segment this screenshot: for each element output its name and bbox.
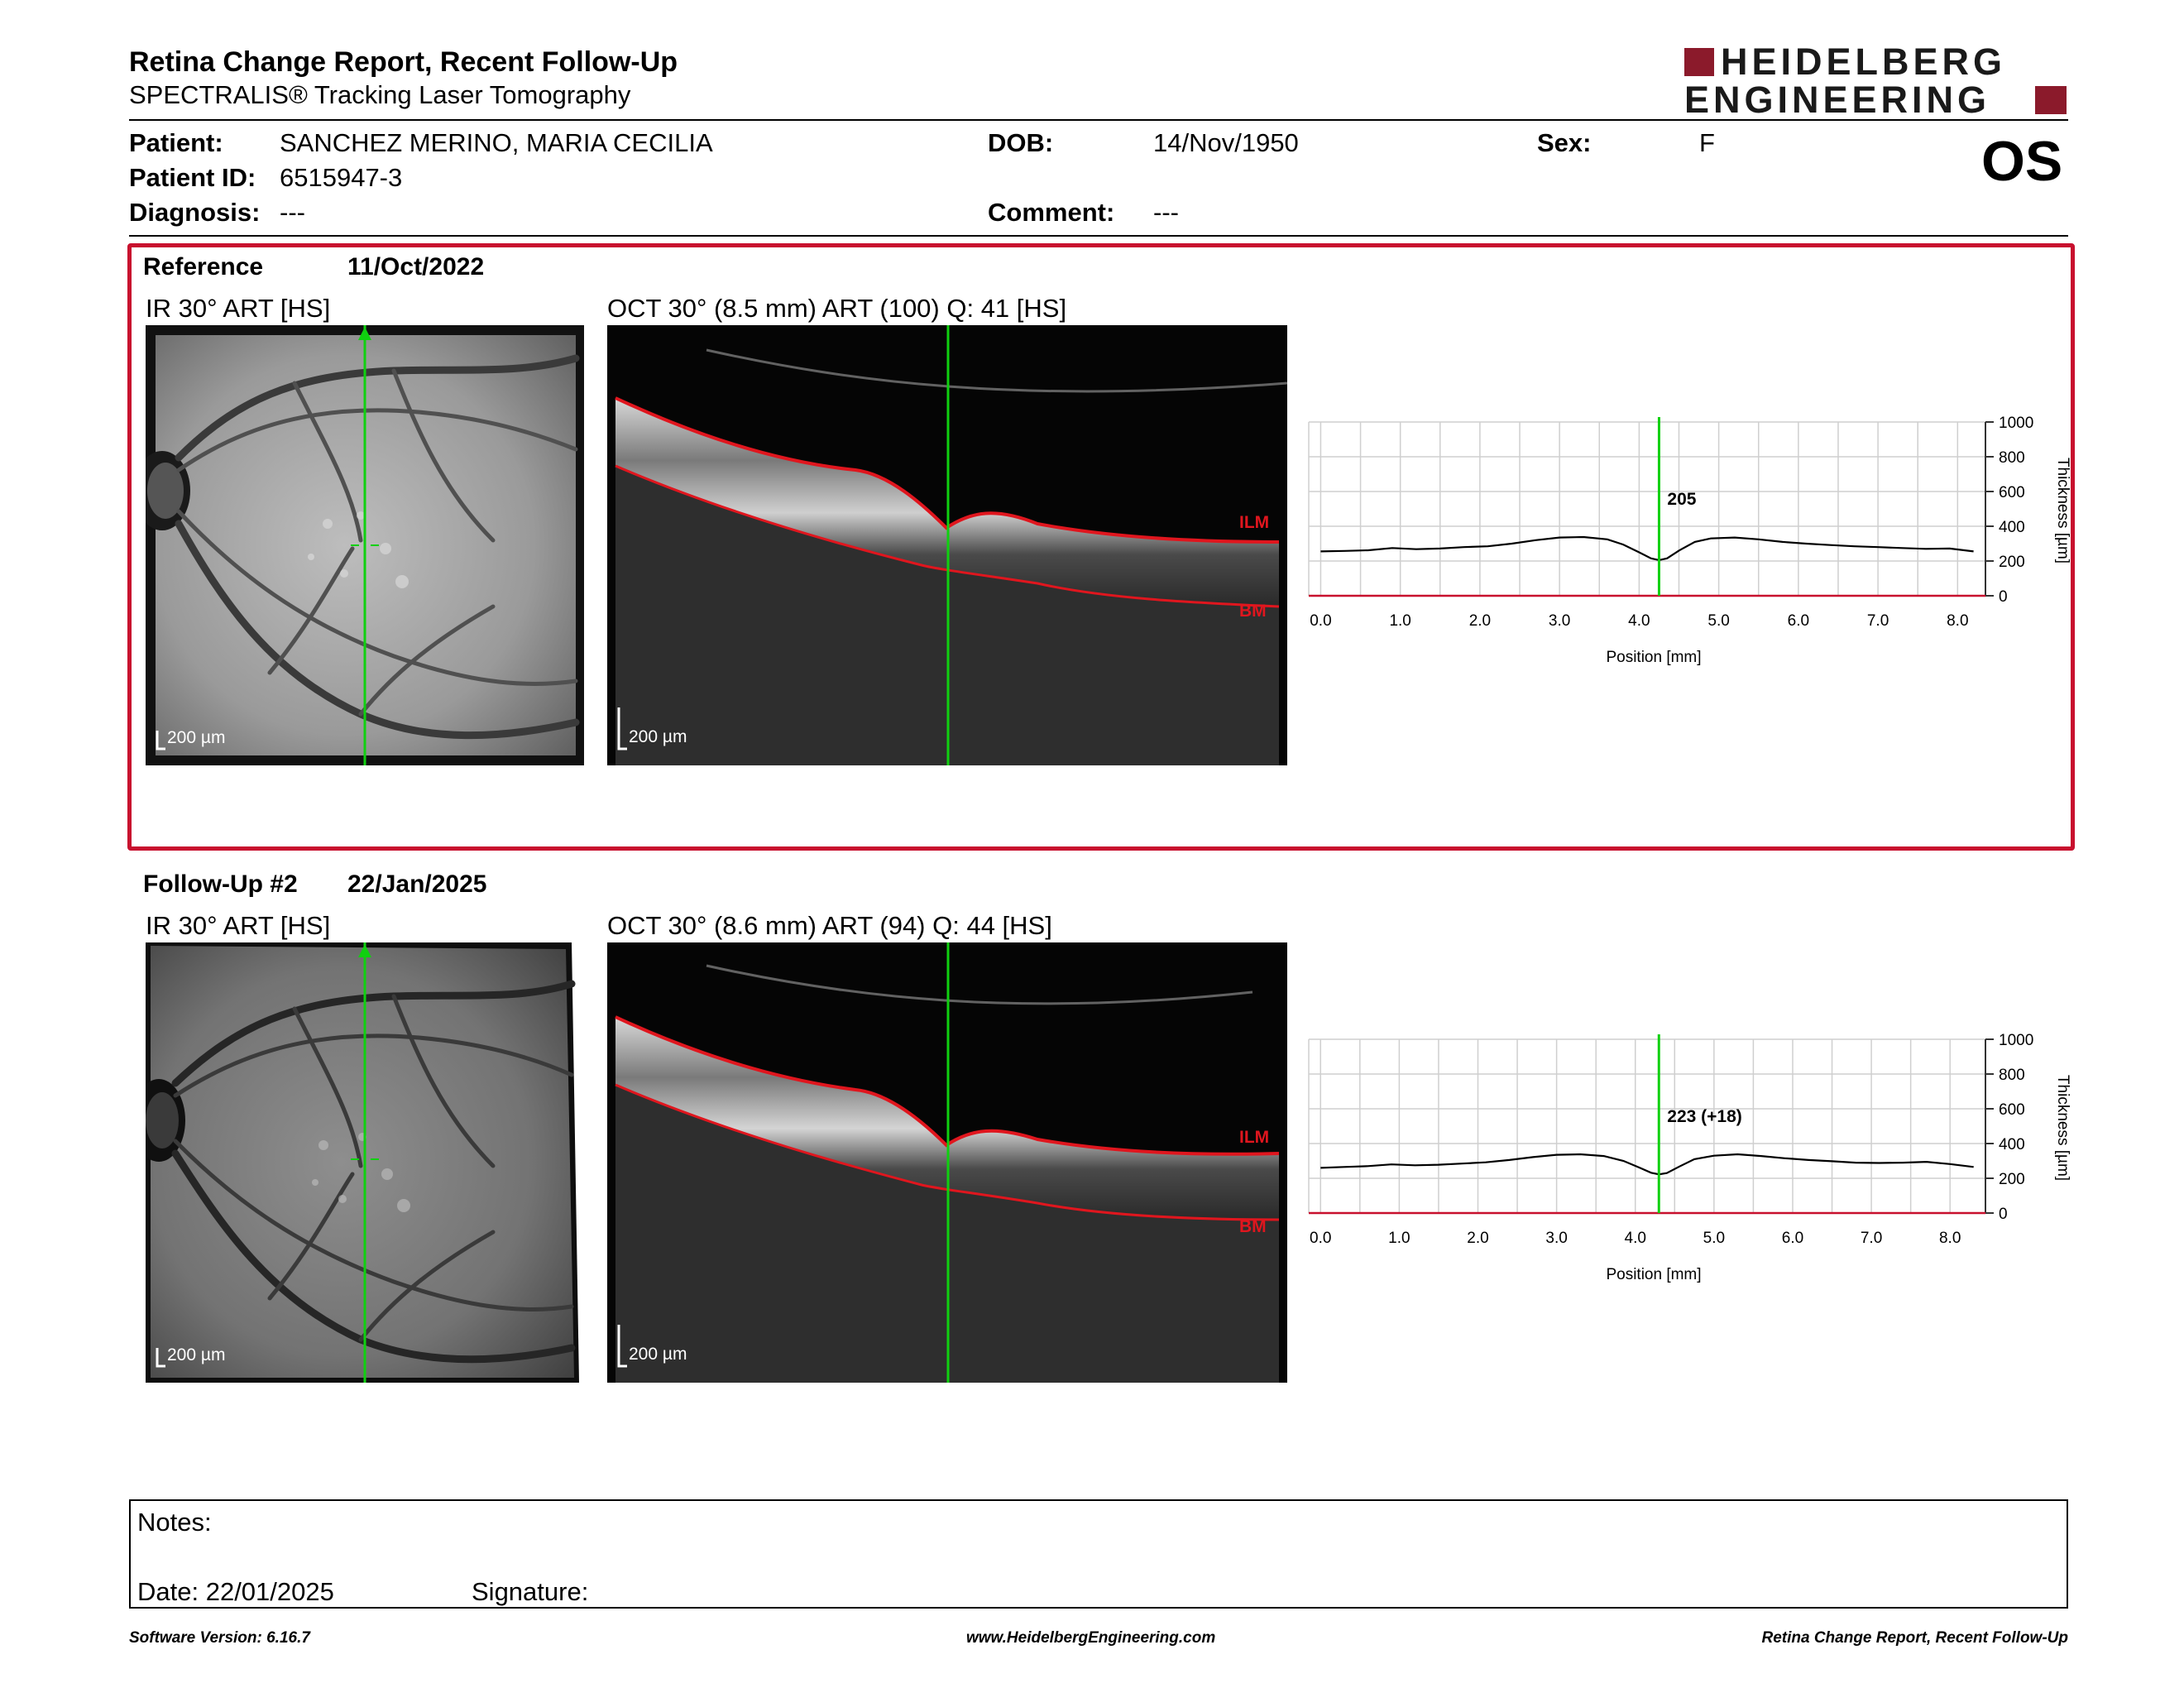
reference-ir-scalebar: 200 µm bbox=[167, 728, 226, 747]
x-tick-label: 7.0 bbox=[1861, 1230, 1882, 1247]
logo-square-bottom bbox=[2035, 86, 2067, 114]
followup-thickness-chart: 0.0 1.0 2.0 3.0 4.0 5.0 6.0 7.0 8.0 0 200 400 600 800… bbox=[1308, 1032, 2071, 1283]
y-tick-label: 400 bbox=[1999, 519, 2025, 536]
y-tick-label: 600 bbox=[1999, 1101, 2025, 1119]
reference-date: 11/Oct/2022 bbox=[347, 253, 485, 281]
y-tick-label: 0 bbox=[1999, 588, 2008, 606]
patient-rule bbox=[129, 235, 2068, 237]
x-axis-label: Position [mm] bbox=[1606, 649, 1701, 666]
x-tick-label: 0.0 bbox=[1310, 612, 1331, 630]
followup-ir-caption: IR 30° ART [HS] bbox=[146, 911, 331, 940]
followup-ir-scalebar: 200 µm bbox=[167, 1345, 226, 1364]
diagnosis-label: Diagnosis: bbox=[129, 198, 261, 227]
signature-label: Signature: bbox=[472, 1577, 589, 1606]
reference-ir-fundus-image[interactable]: 200 µm bbox=[146, 325, 584, 765]
report-subtitle: SPECTRALIS® Tracking Laser Tomography bbox=[129, 80, 631, 109]
reference-oct-bscan-image[interactable]: ILM BM 200 µm bbox=[607, 325, 1287, 765]
x-tick-label: 6.0 bbox=[1788, 612, 1809, 630]
x-tick-label: 5.0 bbox=[1707, 612, 1729, 630]
patient-name: SANCHEZ MERINO, MARIA CECILIA bbox=[280, 128, 713, 157]
y-tick-label: 200 bbox=[1999, 554, 2025, 571]
x-tick-label: 4.0 bbox=[1625, 1230, 1646, 1247]
y-tick-label: 800 bbox=[1999, 449, 2025, 467]
logo-line-2: ENGINEERING bbox=[1684, 79, 1991, 121]
footer-website[interactable]: www.HeidelbergEngineering.com bbox=[966, 1629, 1216, 1647]
x-tick-label: 2.0 bbox=[1469, 612, 1491, 630]
y-tick-label: 0 bbox=[1999, 1206, 2008, 1223]
x-axis-label: Position [mm] bbox=[1606, 1266, 1701, 1283]
followup-ir-fundus-image[interactable]: 200 µm bbox=[146, 942, 584, 1383]
marker-thickness-label: 223 (+18) bbox=[1667, 1107, 1741, 1126]
notes-box[interactable]: Notes: Date: 22/01/2025 Signature: bbox=[129, 1499, 2068, 1609]
x-tick-label: 4.0 bbox=[1628, 612, 1650, 630]
patient-id-label: Patient ID: bbox=[129, 163, 256, 192]
header-rule bbox=[129, 119, 2068, 121]
x-tick-label: 7.0 bbox=[1867, 612, 1889, 630]
report-title: Retina Change Report, Recent Follow-Up bbox=[129, 46, 678, 78]
x-tick-label: 8.0 bbox=[1939, 1230, 1961, 1247]
sex-label: Sex: bbox=[1537, 128, 1592, 157]
reference-thickness-chart: 0.0 1.0 2.0 3.0 4.0 5.0 6.0 7.0 8.0 0 200 400 600 800… bbox=[1308, 415, 2071, 666]
footer-version: Software Version: 6.16.7 bbox=[129, 1629, 310, 1647]
x-tick-label: 3.0 bbox=[1545, 1230, 1567, 1247]
sex-value: F bbox=[1699, 128, 1715, 157]
reference-ilm-label: ILM bbox=[1239, 513, 1269, 532]
dob-value: 14/Nov/1950 bbox=[1153, 128, 1299, 157]
x-tick-label: 1.0 bbox=[1388, 1230, 1410, 1247]
x-tick-label: 0.0 bbox=[1310, 1230, 1331, 1247]
notes-label: Notes: bbox=[137, 1508, 212, 1537]
x-tick-label: 5.0 bbox=[1703, 1230, 1725, 1247]
logo-line-1: HEIDELBERG bbox=[1721, 41, 2007, 83]
y-axis-label: Thickness [µm] bbox=[2054, 458, 2071, 563]
y-tick-label: 800 bbox=[1999, 1067, 2025, 1084]
notes-date: Date: 22/01/2025 bbox=[137, 1577, 334, 1606]
y-tick-label: 200 bbox=[1999, 1171, 2025, 1188]
comment-value: --- bbox=[1153, 198, 1179, 227]
eye-indicator: OS bbox=[1981, 130, 2063, 193]
x-tick-label: 1.0 bbox=[1389, 612, 1410, 630]
comment-label: Comment: bbox=[988, 198, 1115, 227]
followup-oct-caption: OCT 30° (8.6 mm) ART (94) Q: 44 [HS] bbox=[607, 911, 1052, 940]
patient-id: 6515947-3 bbox=[280, 163, 403, 192]
y-tick-label: 1000 bbox=[1999, 415, 2033, 432]
followup-bm-label: BM bbox=[1239, 1217, 1267, 1236]
reference-ir-caption: IR 30° ART [HS] bbox=[146, 294, 331, 323]
reference-oct-caption: OCT 30° (8.5 mm) ART (100) Q: 41 [HS] bbox=[607, 294, 1067, 323]
x-tick-label: 2.0 bbox=[1467, 1230, 1488, 1247]
reference-bm-label: BM bbox=[1239, 602, 1267, 621]
x-tick-label: 6.0 bbox=[1782, 1230, 1803, 1247]
followup-oct-scalebar: 200 µm bbox=[629, 1345, 687, 1364]
y-axis-label: Thickness [µm] bbox=[2054, 1075, 2071, 1181]
diagnosis-value: --- bbox=[280, 198, 305, 227]
thickness-series-line bbox=[1320, 535, 1974, 562]
followup-ilm-label: ILM bbox=[1239, 1128, 1269, 1147]
reference-frame bbox=[127, 243, 2075, 851]
marker-thickness-label: 205 bbox=[1667, 490, 1696, 509]
patient-label: Patient: bbox=[129, 128, 223, 157]
x-tick-label: 3.0 bbox=[1549, 612, 1570, 630]
x-tick-label: 8.0 bbox=[1947, 612, 1968, 630]
heidelberg-logo: HEIDELBERG ENGINEERING bbox=[1684, 41, 2067, 121]
followup-date: 22/Jan/2025 bbox=[347, 870, 487, 898]
logo-square-top bbox=[1684, 48, 1714, 76]
footer-report-name: Retina Change Report, Recent Follow-Up bbox=[1761, 1629, 2068, 1647]
followup-oct-bscan-image[interactable]: ILM BM 200 µm bbox=[607, 942, 1287, 1383]
thickness-series-line bbox=[1320, 1153, 1974, 1176]
reference-oct-scalebar: 200 µm bbox=[629, 727, 687, 746]
reference-label: Reference bbox=[143, 253, 264, 281]
y-tick-label: 400 bbox=[1999, 1136, 2025, 1153]
y-tick-label: 600 bbox=[1999, 484, 2025, 501]
followup-label: Follow-Up #2 bbox=[143, 870, 298, 898]
dob-label: DOB: bbox=[988, 128, 1054, 157]
y-tick-label: 1000 bbox=[1999, 1032, 2033, 1049]
